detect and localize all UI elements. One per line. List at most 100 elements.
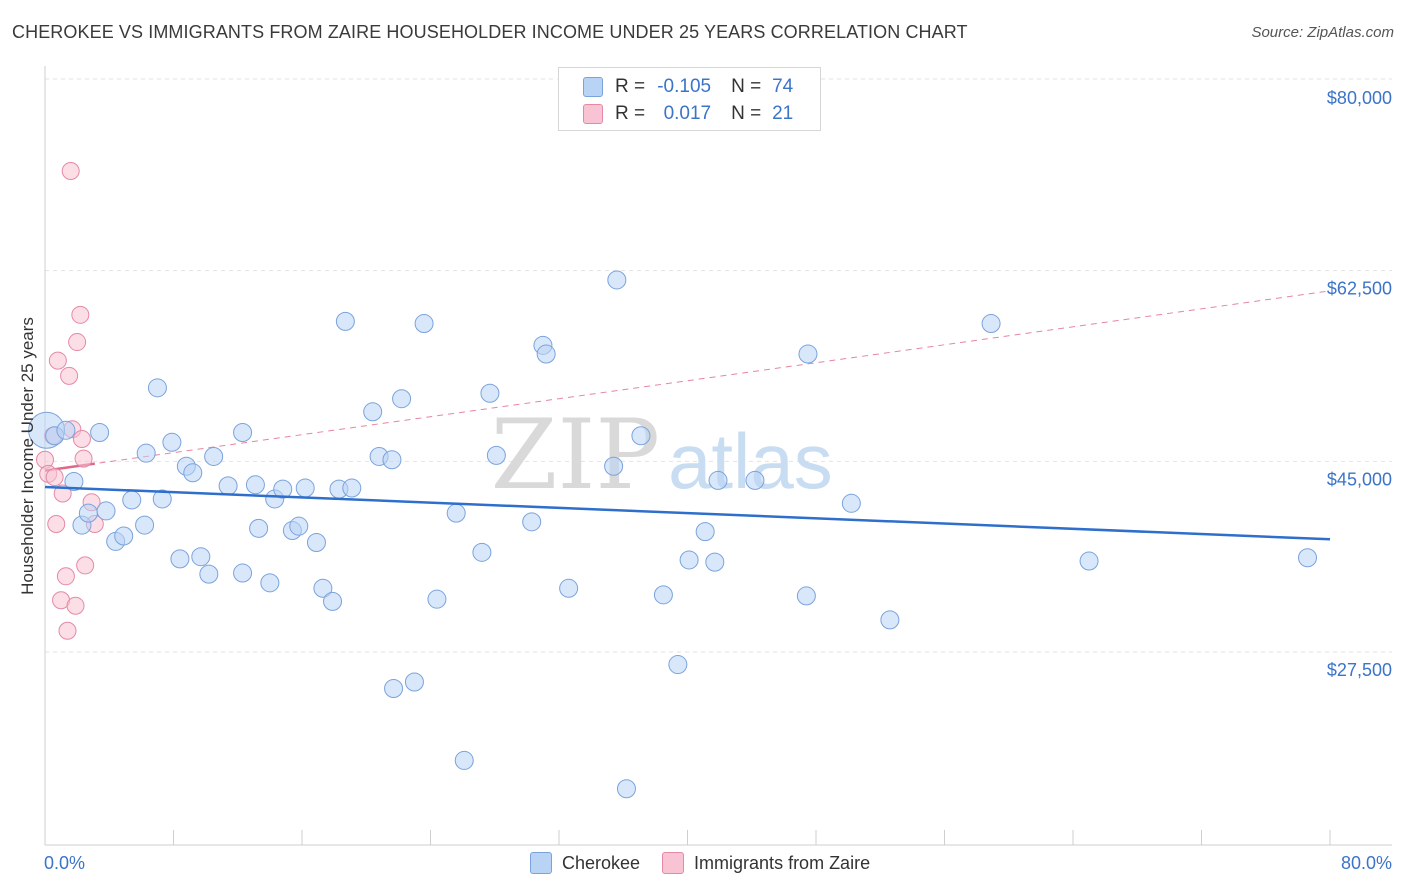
data-point-cherokee [981,314,1001,334]
data-point-zaire [47,515,66,534]
data-point-cherokee [289,516,309,536]
data-point-cherokee [384,679,404,699]
legend-r-value: -0.105 [657,76,712,97]
legend-item-cherokee: Cherokee [530,852,640,874]
stats-legend: R = -0.105 N = 74 R = 0.017 N = 21 [558,67,821,131]
series-legend: Cherokee Immigrants from Zaire [530,852,892,874]
data-point-cherokee [218,476,238,496]
data-point-cherokee [559,578,579,598]
data-point-cherokee [245,475,265,495]
data-point-cherokee [454,750,474,770]
data-point-zaire [76,556,95,575]
data-point-cherokee [233,563,253,583]
data-point-cherokee [122,490,142,510]
legend-n-label: N = [731,103,762,124]
data-point-cherokee [414,314,434,334]
data-point-cherokee [170,549,190,569]
data-point-cherokee [522,512,542,532]
data-point-cherokee [56,420,76,440]
data-point-zaire [68,333,87,352]
legend-label-cherokee: Cherokee [562,852,641,873]
data-point-cherokee [295,478,315,498]
legend-swatch-cherokee [530,852,552,874]
data-point-zaire [60,366,79,385]
data-point-cherokee [152,489,172,509]
data-point-cherokee [708,470,728,490]
y-tick-label: $27,500 [1327,660,1392,680]
data-point-cherokee [404,672,424,692]
data-point-cherokee [798,344,818,364]
watermark-atlas: atlas [668,417,833,505]
legend-r-label: R = [615,103,646,124]
data-point-cherokee [392,389,412,409]
data-point-cherokee [604,456,624,476]
y-tick-labels: $80,000 $62,500 $45,000 $27,500 [1327,88,1392,680]
trend-line-cherokee [44,485,1331,541]
data-point-cherokee [472,542,492,562]
data-point-cherokee [260,573,280,593]
data-point-cherokee [204,446,224,466]
data-point-cherokee [653,585,673,605]
trend-line-cherokee-solid [44,485,1331,541]
trend-line-zaire-dashed [44,290,1331,472]
legend-n-value: 21 [772,103,794,124]
data-point-zaire [56,567,75,586]
data-point-cherokee [306,533,326,553]
legend-swatch-zaire [583,104,603,124]
data-point-zaire [71,305,90,324]
data-point-cherokee [616,779,636,799]
x-tick-label-max: 80.0% [1341,853,1392,873]
data-point-cherokee [745,470,765,490]
data-point-zaire [58,621,77,640]
data-point-zaire [48,351,67,370]
data-point-cherokee [796,586,816,606]
watermark-zip: ZIP [491,399,660,511]
y-tick-label: $80,000 [1327,88,1392,108]
legend-r-label: R = [615,76,646,97]
legend-item-zaire: Immigrants from Zaire [662,852,870,874]
data-point-zaire [66,596,85,615]
legend-row-zaire: R = 0.017 N = 21 [583,102,793,126]
data-point-cherokee [64,472,84,492]
data-point-cherokee [382,450,402,470]
legend-row-cherokee: R = -0.105 N = 74 [583,75,793,99]
data-point-cherokee [880,610,900,630]
legend-n-label: N = [731,76,762,97]
data-point-cherokee [1079,551,1099,571]
data-point-cherokee [191,547,211,567]
data-point-cherokee [90,422,110,442]
legend-swatch-zaire [662,852,685,874]
data-point-zaire [72,430,91,449]
data-point-cherokee [695,522,715,542]
data-point-cherokee [78,503,98,523]
points-cherokee [28,270,1318,799]
data-point-cherokee [486,445,506,465]
data-point-cherokee [631,426,651,446]
data-point-cherokee [342,478,362,498]
data-point-cherokee [427,589,447,609]
legend-label-zaire: Immigrants from Zaire [694,852,871,873]
data-point-cherokee [114,526,134,546]
data-point-cherokee [607,270,627,290]
data-point-cherokee [162,432,182,452]
data-point-zaire [74,449,93,468]
y-tick-label: $45,000 [1327,469,1392,489]
data-point-cherokee [233,422,253,442]
data-point-cherokee [446,503,466,523]
data-point-cherokee [705,552,725,572]
data-point-cherokee [679,550,699,570]
legend-swatch-cherokee [583,77,603,97]
data-point-cherokee [841,493,861,513]
chart-title: CHEROKEE VS IMMIGRANTS FROM ZAIRE HOUSEH… [12,22,968,42]
y-axis-label: Householder Income Under 25 years [18,317,37,595]
data-point-cherokee [199,564,219,584]
data-point-cherokee [96,501,116,521]
data-point-cherokee [249,518,269,538]
data-point-cherokee [536,344,556,364]
data-point-cherokee [668,655,688,675]
data-point-cherokee [273,479,293,499]
x-tick-label-min: 0.0% [44,853,85,873]
points-zaire [36,161,104,640]
data-point-zaire [45,468,64,487]
